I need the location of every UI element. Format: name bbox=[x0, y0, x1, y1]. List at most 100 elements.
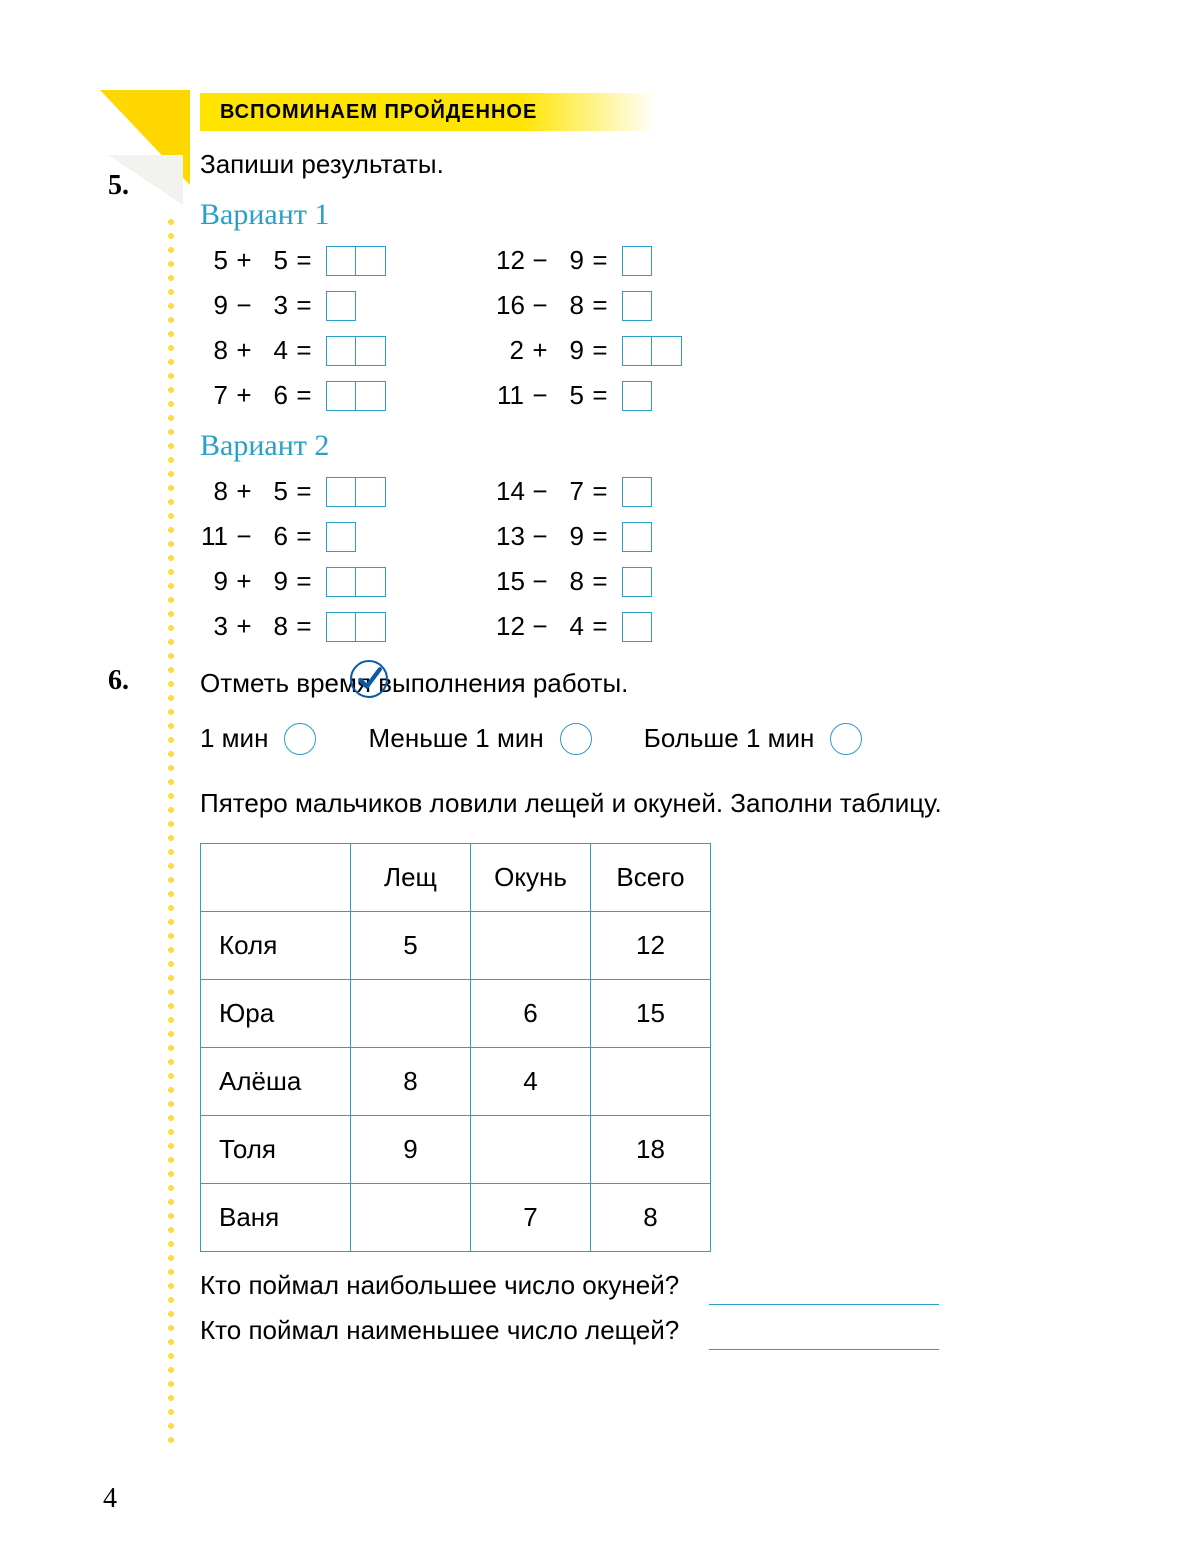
v1-right-row-1: 16−8= bbox=[496, 286, 682, 325]
fish-table-cell-1-2: 6 bbox=[471, 980, 591, 1048]
answer-box[interactable] bbox=[326, 381, 356, 411]
v2-left-row-2-answer-boxes[interactable] bbox=[326, 567, 386, 597]
answer-box[interactable] bbox=[622, 381, 652, 411]
answer-box[interactable] bbox=[326, 336, 356, 366]
fish-table-cell-4-1[interactable] bbox=[351, 1184, 471, 1252]
fish-table-row-3: Толя918 bbox=[201, 1116, 711, 1184]
v1-left-row-3-answer-boxes[interactable] bbox=[326, 381, 386, 411]
v1-right-row-1-equals: = bbox=[584, 286, 616, 325]
answer-box[interactable] bbox=[356, 567, 386, 597]
v2-left-row-0-op: + bbox=[228, 472, 260, 511]
answer-box[interactable] bbox=[622, 522, 652, 552]
answer-box[interactable] bbox=[622, 567, 652, 597]
time-option-2-circle[interactable] bbox=[560, 723, 592, 755]
question-1-row: Кто поймал наибольшее число окуней? bbox=[200, 1266, 1120, 1305]
v2-left-row-1-answer-boxes[interactable] bbox=[326, 522, 356, 552]
v2-left-row-2: 9+9= bbox=[200, 562, 386, 601]
fish-table-cell-2-3[interactable] bbox=[591, 1048, 711, 1116]
question-2-row: Кто поймал наименьшее число лещей? bbox=[200, 1311, 1120, 1350]
v1-left-row-3-a: 7 bbox=[200, 376, 228, 415]
v1-left-row-2-answer-boxes[interactable] bbox=[326, 336, 386, 366]
v2-left-row-2-b: 9 bbox=[260, 562, 288, 601]
fish-table-cell-0-2[interactable] bbox=[471, 912, 591, 980]
answer-box[interactable] bbox=[326, 477, 356, 507]
fish-table-cell-0-1: 5 bbox=[351, 912, 471, 980]
variant1-right-column: 12−9=16−8=2+9=11−5= bbox=[496, 241, 682, 415]
v1-right-row-3-b: 5 bbox=[556, 376, 584, 415]
checkmark-icon bbox=[350, 660, 388, 698]
v1-right-row-0: 12−9= bbox=[496, 241, 682, 280]
fish-table-cell-0-0: Коля bbox=[201, 912, 351, 980]
fish-table: ЛещОкуньВсегоКоля512Юра615Алёша84Толя918… bbox=[200, 843, 711, 1252]
v1-left-row-2-equals: = bbox=[288, 331, 320, 370]
v2-left-row-0-a: 8 bbox=[200, 472, 228, 511]
time-option-3-circle[interactable] bbox=[830, 723, 862, 755]
answer-box[interactable] bbox=[326, 612, 356, 642]
variant2-title: Вариант 2 bbox=[200, 423, 1120, 468]
v2-right-row-3: 12−4= bbox=[496, 607, 652, 646]
v1-left-row-2-a: 8 bbox=[200, 331, 228, 370]
v1-right-row-2-answer-boxes[interactable] bbox=[622, 336, 682, 366]
answer-box[interactable] bbox=[326, 522, 356, 552]
v2-right-row-0-answer-boxes[interactable] bbox=[622, 477, 652, 507]
v2-right-row-2-answer-boxes[interactable] bbox=[622, 567, 652, 597]
time-option-3-label: Больше 1 мин bbox=[644, 719, 815, 758]
v1-right-row-2: 2+9= bbox=[496, 331, 682, 370]
question-1-blank[interactable] bbox=[709, 1281, 939, 1305]
answer-box[interactable] bbox=[326, 291, 356, 321]
fish-table-cell-2-0: Алёша bbox=[201, 1048, 351, 1116]
v1-left-row-0-op: + bbox=[228, 241, 260, 280]
answer-box[interactable] bbox=[356, 336, 386, 366]
v2-right-row-2-b: 8 bbox=[556, 562, 584, 601]
v2-left-row-2-a: 9 bbox=[200, 562, 228, 601]
answer-box[interactable] bbox=[652, 336, 682, 366]
v2-left-row-0-b: 5 bbox=[260, 472, 288, 511]
v1-right-row-1-a: 16 bbox=[496, 286, 524, 325]
v1-left-row-0-a: 5 bbox=[200, 241, 228, 280]
fish-table-cell-3-2[interactable] bbox=[471, 1116, 591, 1184]
question-2-blank[interactable] bbox=[709, 1326, 939, 1350]
v2-left-row-0: 8+5= bbox=[200, 472, 386, 511]
answer-box[interactable] bbox=[326, 246, 356, 276]
answer-box[interactable] bbox=[622, 612, 652, 642]
v2-right-row-1-equals: = bbox=[584, 517, 616, 556]
v1-left-row-0-b: 5 bbox=[260, 241, 288, 280]
v2-left-row-0-answer-boxes[interactable] bbox=[326, 477, 386, 507]
fish-table-row-2: Алёша84 bbox=[201, 1048, 711, 1116]
v2-right-row-0-a: 14 bbox=[496, 472, 524, 511]
answer-box[interactable] bbox=[622, 336, 652, 366]
variant1-title: Вариант 1 bbox=[200, 192, 1120, 237]
v1-left-row-3-equals: = bbox=[288, 376, 320, 415]
v2-right-row-1-answer-boxes[interactable] bbox=[622, 522, 652, 552]
variant1-columns: 5+5=9−3=8+4=7+6= 12−9=16−8=2+9=11−5= bbox=[200, 241, 1120, 415]
v2-left-row-3-a: 3 bbox=[200, 607, 228, 646]
fish-table-cell-1-0: Юра bbox=[201, 980, 351, 1048]
v1-right-row-3-answer-boxes[interactable] bbox=[622, 381, 652, 411]
v1-left-row-0-answer-boxes[interactable] bbox=[326, 246, 386, 276]
v2-left-row-3-answer-boxes[interactable] bbox=[326, 612, 386, 642]
answer-box[interactable] bbox=[622, 477, 652, 507]
v1-right-row-1-answer-boxes[interactable] bbox=[622, 291, 652, 321]
v1-left-row-3-op: + bbox=[228, 376, 260, 415]
fish-table-row-0: Коля512 bbox=[201, 912, 711, 980]
v1-right-row-0-answer-boxes[interactable] bbox=[622, 246, 652, 276]
answer-box[interactable] bbox=[356, 246, 386, 276]
v1-left-row-1-op: − bbox=[228, 286, 260, 325]
fish-table-header-1: Лещ bbox=[351, 844, 471, 912]
answer-box[interactable] bbox=[356, 381, 386, 411]
time-option-1-circle[interactable] bbox=[284, 723, 316, 755]
v1-left-row-2: 8+4= bbox=[200, 331, 386, 370]
v1-left-row-1-answer-boxes[interactable] bbox=[326, 291, 356, 321]
exercise-number-6: 6. bbox=[108, 660, 129, 702]
answer-box[interactable] bbox=[356, 612, 386, 642]
answer-box[interactable] bbox=[622, 246, 652, 276]
v1-right-row-3-equals: = bbox=[584, 376, 616, 415]
v1-right-row-1-b: 8 bbox=[556, 286, 584, 325]
v2-right-row-0-op: − bbox=[524, 472, 556, 511]
v2-left-row-3: 3+8= bbox=[200, 607, 386, 646]
answer-box[interactable] bbox=[622, 291, 652, 321]
v2-right-row-3-answer-boxes[interactable] bbox=[622, 612, 652, 642]
answer-box[interactable] bbox=[356, 477, 386, 507]
answer-box[interactable] bbox=[326, 567, 356, 597]
fish-table-cell-1-1[interactable] bbox=[351, 980, 471, 1048]
